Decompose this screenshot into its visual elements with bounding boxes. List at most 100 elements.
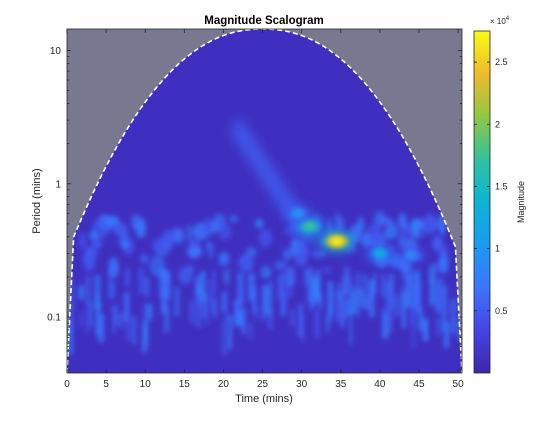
- texture-cell: [79, 311, 83, 328]
- texture-cell: [443, 320, 450, 348]
- texture-cell: [146, 303, 153, 321]
- texture-cell: [83, 249, 96, 269]
- texture-cell: [326, 314, 330, 333]
- texture-cell: [255, 219, 264, 228]
- texture-cell: [391, 257, 401, 269]
- x-tick-label: 50: [453, 379, 465, 390]
- hotspot: [294, 216, 325, 236]
- y-tick-label: 1: [55, 179, 61, 190]
- texture-cell: [202, 293, 207, 319]
- texture-cell: [326, 216, 333, 235]
- texture-cell: [174, 286, 180, 317]
- texture-cell: [223, 269, 230, 285]
- texture-cell: [442, 285, 448, 317]
- texture-cell: [406, 273, 411, 300]
- texture-cell: [186, 246, 203, 258]
- texture-cell: [281, 271, 288, 306]
- texture-cell: [385, 279, 391, 315]
- colorbar-tick-label: 2.5: [495, 57, 508, 67]
- texture-cell: [224, 290, 228, 323]
- colorbar-exponent: × 104: [490, 16, 510, 26]
- texture-cell: [247, 272, 254, 302]
- texture-cell: [105, 215, 120, 227]
- texture-cell: [212, 270, 217, 296]
- texture-cell: [311, 275, 315, 309]
- texture-cell: [85, 300, 89, 334]
- texture-cell: [218, 223, 232, 240]
- texture-cell: [383, 229, 391, 239]
- texture-cell: [357, 288, 363, 308]
- texture-cell: [135, 217, 147, 239]
- texture-cell: [237, 271, 244, 304]
- texture-cell: [328, 304, 333, 323]
- plot-frame: [66, 28, 463, 374]
- texture-cell: [238, 288, 244, 325]
- hotspot: [284, 204, 311, 222]
- texture-cell: [126, 318, 131, 341]
- texture-cell: [372, 223, 379, 232]
- texture-cell: [406, 222, 413, 237]
- texture-cell: [204, 296, 209, 325]
- texture-cell: [174, 227, 186, 245]
- texture-cell: [187, 238, 201, 249]
- texture-cell: [274, 260, 287, 271]
- texture-cell: [428, 263, 437, 283]
- texture-cell: [410, 280, 415, 303]
- texture-cell: [70, 284, 74, 311]
- texture-cell: [67, 319, 73, 355]
- texture-cell: [356, 272, 361, 304]
- texture-cell: [400, 265, 415, 283]
- texture-cell: [143, 303, 148, 328]
- texture-cell: [159, 267, 166, 298]
- texture-cell: [94, 275, 101, 310]
- x-tick-label: 5: [103, 379, 109, 390]
- texture-cell: [313, 284, 319, 300]
- texture-cell: [349, 309, 353, 345]
- texture-cell: [97, 314, 101, 341]
- texture-cell: [149, 255, 166, 278]
- texture-cell: [288, 279, 293, 299]
- hotspot: [366, 244, 394, 263]
- colorbar-label: Magnitude: [516, 181, 526, 223]
- texture-cell: [382, 313, 389, 339]
- texture-cell: [290, 309, 295, 326]
- texture-cell: [373, 272, 377, 294]
- texture-cell: [145, 277, 149, 297]
- texture-cell: [382, 308, 386, 339]
- texture-cell: [142, 320, 147, 353]
- x-tick-label: 30: [296, 379, 308, 390]
- texture-cell: [195, 294, 201, 328]
- texture-cell: [381, 273, 385, 297]
- texture-cell: [303, 268, 308, 286]
- x-tick-label: 15: [179, 379, 191, 390]
- x-tick-label: 40: [374, 379, 386, 390]
- texture-cell: [113, 223, 128, 236]
- y-tick-label: 10: [50, 46, 62, 57]
- texture-cell: [202, 218, 214, 239]
- colorbar: [473, 30, 491, 374]
- texture-cell: [397, 213, 408, 230]
- cone-of-influence-line: [67, 29, 462, 373]
- colorbar-tick-label: 0.5: [495, 306, 508, 316]
- texture-cell: [347, 276, 353, 310]
- texture-cell: [140, 254, 149, 264]
- x-tick-label: 0: [64, 379, 70, 390]
- texture-cell: [373, 211, 386, 227]
- texture-cell: [249, 322, 253, 339]
- texture-cell: [228, 314, 233, 350]
- texture-cell: [441, 316, 446, 332]
- texture-cell: [343, 267, 350, 296]
- texture-cell: [78, 232, 87, 250]
- texture-cell: [411, 218, 419, 239]
- texture-cell: [118, 312, 123, 328]
- texture-cell: [398, 231, 406, 247]
- cone-of-influence-shade: [67, 29, 462, 373]
- texture-cell: [327, 281, 333, 315]
- texture-cell: [311, 249, 327, 259]
- texture-cell: [251, 286, 257, 314]
- texture-cell: [218, 251, 231, 267]
- texture-cell: [394, 294, 401, 317]
- hotspot: [398, 247, 424, 264]
